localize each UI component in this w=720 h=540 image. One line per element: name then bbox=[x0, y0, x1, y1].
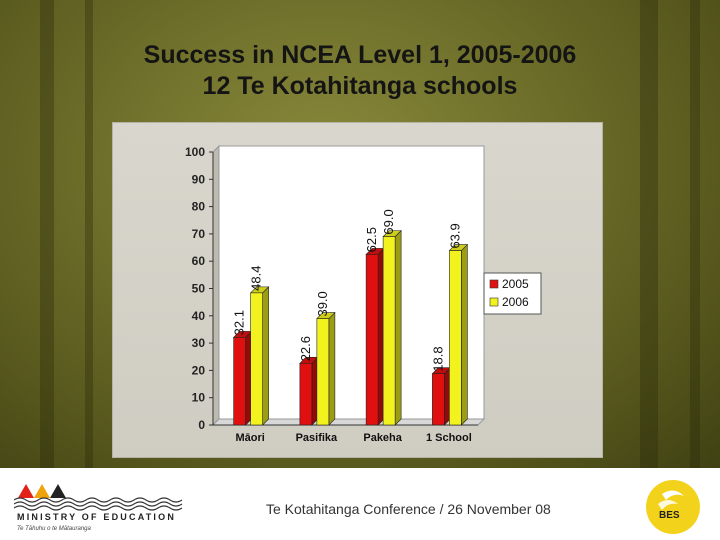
data-label: 22.6 bbox=[298, 336, 313, 361]
bar-2006-1 bbox=[316, 318, 330, 426]
data-label: 18.8 bbox=[430, 346, 445, 371]
bar-chart: 0 10 20 30 40 50 60 70 80 90 100 32.1 48.4 Māori 22.6 3… bbox=[185, 144, 542, 444]
footer bbox=[0, 468, 720, 540]
x-tick-label: Pakeha bbox=[363, 432, 402, 444]
title-line-2: 12 Te Kotahitanga schools bbox=[202, 72, 518, 100]
data-label: 63.9 bbox=[447, 223, 462, 248]
y-tick-label: 80 bbox=[192, 200, 206, 214]
bar-2005-3 bbox=[432, 373, 445, 426]
legend-label: 2005 bbox=[502, 277, 529, 291]
legend-label: 2006 bbox=[502, 295, 529, 309]
forest-trunk bbox=[690, 0, 700, 468]
plot-side-wall bbox=[212, 144, 220, 427]
y-tick-label: 20 bbox=[192, 363, 206, 377]
title-line-1: Success in NCEA Level 1, 2005-2006 bbox=[143, 41, 577, 69]
x-tick-label: Pasifika bbox=[296, 432, 338, 444]
y-tick-label: 100 bbox=[185, 145, 205, 159]
y-tick-label: 0 bbox=[198, 418, 205, 432]
bar-2006-3 bbox=[449, 250, 462, 426]
bar-side bbox=[328, 311, 336, 426]
ministry-logo bbox=[14, 484, 183, 511]
data-label: 48.4 bbox=[249, 266, 264, 291]
bar-2005-1 bbox=[299, 363, 313, 426]
y-tick-label: 40 bbox=[192, 309, 206, 323]
slide-title: Success in NCEA Level 1, 2005-2006 12 Te… bbox=[0, 40, 720, 102]
ministry-name: MINISTRY OF EDUCATION bbox=[17, 512, 177, 522]
data-label: 62.5 bbox=[364, 227, 379, 252]
legend-swatch-2006 bbox=[489, 297, 499, 307]
y-tick-label: 30 bbox=[192, 336, 206, 350]
x-tick-label: Māori bbox=[235, 432, 264, 444]
bar-2005-2 bbox=[365, 254, 379, 426]
data-label: 32.1 bbox=[232, 310, 247, 335]
bes-logo-text: BES bbox=[659, 510, 680, 521]
y-tick-label: 50 bbox=[192, 282, 206, 296]
ministry-subtitle: Te Tāhuhu o te Mātauranga bbox=[17, 526, 91, 532]
bes-logo-icon bbox=[646, 480, 700, 534]
bar-2006-0 bbox=[250, 292, 263, 426]
forest-trunk bbox=[85, 0, 93, 468]
y-tick-label: 60 bbox=[192, 254, 206, 268]
bar-2006-2 bbox=[382, 236, 396, 426]
bar-side bbox=[461, 243, 468, 426]
forest-trunk bbox=[640, 0, 658, 468]
bar-side bbox=[262, 286, 269, 426]
bar-side bbox=[394, 229, 402, 426]
data-label: 39.0 bbox=[315, 291, 330, 316]
bar-2005-0 bbox=[233, 337, 246, 426]
x-tick-label: 1 School bbox=[426, 432, 472, 444]
legend-swatch-2005 bbox=[489, 279, 499, 289]
data-label: 69.0 bbox=[381, 209, 396, 234]
y-tick-label: 10 bbox=[192, 391, 206, 405]
forest-trunk bbox=[40, 0, 54, 468]
y-tick-label: 70 bbox=[192, 227, 206, 241]
footer-caption: Te Kotahitanga Conference / 26 November … bbox=[266, 501, 551, 517]
y-tick-label: 90 bbox=[192, 172, 206, 186]
